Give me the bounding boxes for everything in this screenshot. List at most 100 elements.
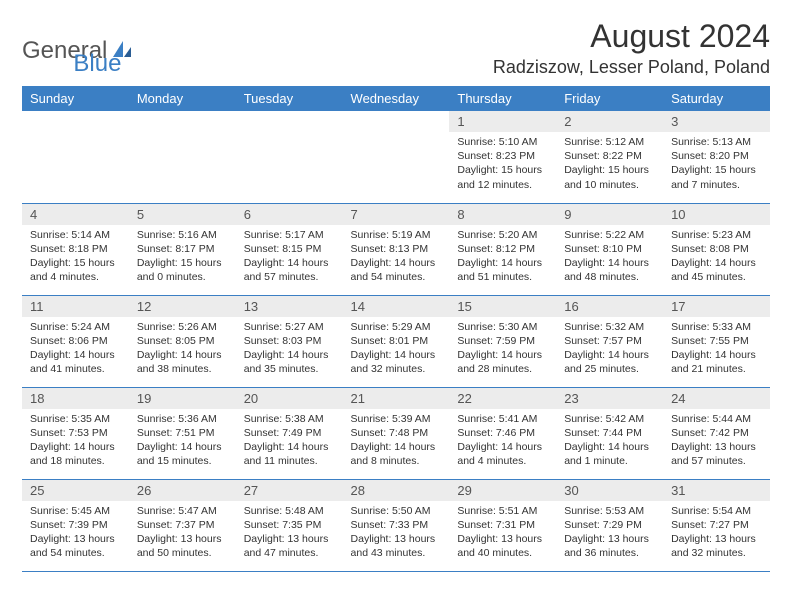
day-details: Sunrise: 5:41 AMSunset: 7:46 PMDaylight:…	[449, 409, 556, 473]
day-detail-line: and 41 minutes.	[30, 362, 121, 376]
calendar-day-cell: 24Sunrise: 5:44 AMSunset: 7:42 PMDayligh…	[663, 387, 770, 479]
day-details: Sunrise: 5:51 AMSunset: 7:31 PMDaylight:…	[449, 501, 556, 565]
day-detail-line: Sunrise: 5:23 AM	[671, 228, 762, 242]
day-detail-line: and 12 minutes.	[457, 178, 548, 192]
day-detail-line: and 4 minutes.	[30, 270, 121, 284]
day-number: 4	[22, 204, 129, 225]
day-details: Sunrise: 5:19 AMSunset: 8:13 PMDaylight:…	[343, 225, 450, 289]
day-detail-line: Sunrise: 5:20 AM	[457, 228, 548, 242]
day-detail-line: and 0 minutes.	[137, 270, 228, 284]
calendar-day-cell: 3Sunrise: 5:13 AMSunset: 8:20 PMDaylight…	[663, 111, 770, 203]
day-number: 20	[236, 388, 343, 409]
calendar-day-cell: 9Sunrise: 5:22 AMSunset: 8:10 PMDaylight…	[556, 203, 663, 295]
day-detail-line: Sunset: 8:13 PM	[351, 242, 442, 256]
day-detail-line: Sunrise: 5:32 AM	[564, 320, 655, 334]
location-text: Radziszow, Lesser Poland, Poland	[493, 57, 770, 78]
day-details: Sunrise: 5:53 AMSunset: 7:29 PMDaylight:…	[556, 501, 663, 565]
header: General Blue August 2024 Radziszow, Less…	[22, 18, 770, 78]
calendar-day-cell	[236, 111, 343, 203]
day-detail-line: Daylight: 14 hours	[457, 440, 548, 454]
day-detail-line: Sunset: 7:37 PM	[137, 518, 228, 532]
day-detail-line: Sunset: 8:17 PM	[137, 242, 228, 256]
day-details: Sunrise: 5:20 AMSunset: 8:12 PMDaylight:…	[449, 225, 556, 289]
day-detail-line: Sunset: 8:05 PM	[137, 334, 228, 348]
day-details: Sunrise: 5:13 AMSunset: 8:20 PMDaylight:…	[663, 132, 770, 196]
day-detail-line: Sunset: 7:51 PM	[137, 426, 228, 440]
day-detail-line: and 7 minutes.	[671, 178, 762, 192]
day-detail-line: Sunset: 8:22 PM	[564, 149, 655, 163]
day-number: 1	[449, 111, 556, 132]
day-detail-line: Daylight: 14 hours	[457, 256, 548, 270]
day-detail-line: Sunset: 7:27 PM	[671, 518, 762, 532]
day-detail-line: Sunrise: 5:24 AM	[30, 320, 121, 334]
day-number: 13	[236, 296, 343, 317]
day-detail-line: Sunset: 8:12 PM	[457, 242, 548, 256]
day-details: Sunrise: 5:30 AMSunset: 7:59 PMDaylight:…	[449, 317, 556, 381]
day-number: 12	[129, 296, 236, 317]
day-number: 15	[449, 296, 556, 317]
day-detail-line: Sunrise: 5:50 AM	[351, 504, 442, 518]
day-detail-line: and 15 minutes.	[137, 454, 228, 468]
day-detail-line: Sunrise: 5:30 AM	[457, 320, 548, 334]
calendar-week-row: 25Sunrise: 5:45 AMSunset: 7:39 PMDayligh…	[22, 479, 770, 571]
day-detail-line: and 32 minutes.	[671, 546, 762, 560]
day-detail-line: Sunset: 7:29 PM	[564, 518, 655, 532]
day-number: 30	[556, 480, 663, 501]
calendar-day-cell: 13Sunrise: 5:27 AMSunset: 8:03 PMDayligh…	[236, 295, 343, 387]
day-detail-line: Sunset: 8:01 PM	[351, 334, 442, 348]
day-number: 22	[449, 388, 556, 409]
day-detail-line: Sunset: 7:42 PM	[671, 426, 762, 440]
calendar-day-cell: 17Sunrise: 5:33 AMSunset: 7:55 PMDayligh…	[663, 295, 770, 387]
day-detail-line: Sunset: 8:06 PM	[30, 334, 121, 348]
day-detail-line: Sunrise: 5:45 AM	[30, 504, 121, 518]
day-details: Sunrise: 5:54 AMSunset: 7:27 PMDaylight:…	[663, 501, 770, 565]
calendar-day-cell	[129, 111, 236, 203]
day-number: 23	[556, 388, 663, 409]
day-detail-line: and 4 minutes.	[457, 454, 548, 468]
day-detail-line: Daylight: 14 hours	[671, 348, 762, 362]
day-detail-line: Sunset: 7:53 PM	[30, 426, 121, 440]
day-detail-line: Sunrise: 5:17 AM	[244, 228, 335, 242]
day-detail-line: and 18 minutes.	[30, 454, 121, 468]
calendar-table: SundayMondayTuesdayWednesdayThursdayFrid…	[22, 86, 770, 572]
day-detail-line: Sunset: 7:48 PM	[351, 426, 442, 440]
day-detail-line: Sunrise: 5:13 AM	[671, 135, 762, 149]
day-detail-line: Daylight: 14 hours	[671, 256, 762, 270]
day-detail-line: Daylight: 14 hours	[351, 440, 442, 454]
day-details: Sunrise: 5:14 AMSunset: 8:18 PMDaylight:…	[22, 225, 129, 289]
calendar-day-cell: 7Sunrise: 5:19 AMSunset: 8:13 PMDaylight…	[343, 203, 450, 295]
day-number: 6	[236, 204, 343, 225]
day-details: Sunrise: 5:45 AMSunset: 7:39 PMDaylight:…	[22, 501, 129, 565]
calendar-day-cell: 10Sunrise: 5:23 AMSunset: 8:08 PMDayligh…	[663, 203, 770, 295]
calendar-day-cell: 8Sunrise: 5:20 AMSunset: 8:12 PMDaylight…	[449, 203, 556, 295]
day-number: 18	[22, 388, 129, 409]
day-detail-line: Sunset: 8:23 PM	[457, 149, 548, 163]
calendar-day-cell: 6Sunrise: 5:17 AMSunset: 8:15 PMDaylight…	[236, 203, 343, 295]
day-detail-line: and 25 minutes.	[564, 362, 655, 376]
day-detail-line: Sunrise: 5:26 AM	[137, 320, 228, 334]
day-detail-line: and 32 minutes.	[351, 362, 442, 376]
day-detail-line: Daylight: 13 hours	[30, 532, 121, 546]
day-detail-line: and 50 minutes.	[137, 546, 228, 560]
day-details: Sunrise: 5:39 AMSunset: 7:48 PMDaylight:…	[343, 409, 450, 473]
day-detail-line: and 38 minutes.	[137, 362, 228, 376]
calendar-day-cell: 5Sunrise: 5:16 AMSunset: 8:17 PMDaylight…	[129, 203, 236, 295]
day-detail-line: and 21 minutes.	[671, 362, 762, 376]
day-number: 2	[556, 111, 663, 132]
calendar-day-cell: 11Sunrise: 5:24 AMSunset: 8:06 PMDayligh…	[22, 295, 129, 387]
calendar-day-cell: 26Sunrise: 5:47 AMSunset: 7:37 PMDayligh…	[129, 479, 236, 571]
calendar-day-cell: 16Sunrise: 5:32 AMSunset: 7:57 PMDayligh…	[556, 295, 663, 387]
day-detail-line: Sunrise: 5:51 AM	[457, 504, 548, 518]
calendar-day-cell	[22, 111, 129, 203]
day-detail-line: and 47 minutes.	[244, 546, 335, 560]
day-detail-line: Sunrise: 5:38 AM	[244, 412, 335, 426]
day-details: Sunrise: 5:38 AMSunset: 7:49 PMDaylight:…	[236, 409, 343, 473]
weekday-header: Thursday	[449, 86, 556, 111]
calendar-day-cell: 22Sunrise: 5:41 AMSunset: 7:46 PMDayligh…	[449, 387, 556, 479]
day-detail-line: Sunset: 7:59 PM	[457, 334, 548, 348]
day-number: 27	[236, 480, 343, 501]
day-detail-line: Sunrise: 5:35 AM	[30, 412, 121, 426]
day-number: 11	[22, 296, 129, 317]
day-detail-line: Sunset: 7:57 PM	[564, 334, 655, 348]
day-details: Sunrise: 5:17 AMSunset: 8:15 PMDaylight:…	[236, 225, 343, 289]
